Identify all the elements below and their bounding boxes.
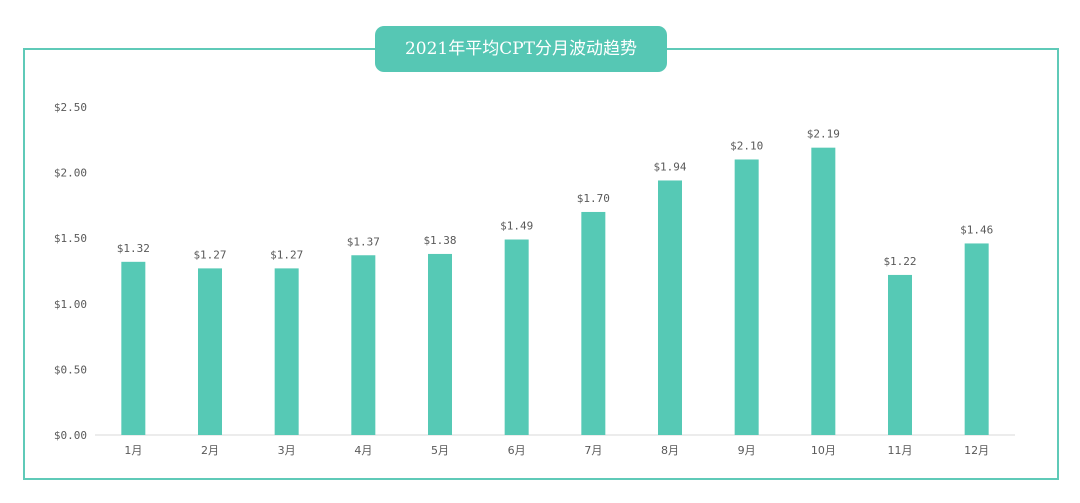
x-tick-label: 3月 bbox=[278, 444, 296, 457]
x-tick-label: 5月 bbox=[431, 444, 449, 457]
bar bbox=[581, 211, 606, 435]
y-tick-label: $0.50 bbox=[54, 363, 87, 376]
bar bbox=[658, 180, 682, 435]
bars bbox=[121, 147, 989, 436]
data-label: $1.32 bbox=[117, 242, 150, 255]
bar bbox=[504, 239, 529, 435]
bar bbox=[428, 253, 452, 435]
x-tick-label: 2月 bbox=[201, 444, 219, 457]
y-tick-label: $2.00 bbox=[54, 167, 87, 180]
data-label: $1.37 bbox=[347, 235, 380, 248]
data-label: $1.94 bbox=[653, 160, 686, 173]
bar bbox=[121, 261, 146, 435]
x-tick-label: 11月 bbox=[888, 444, 913, 457]
data-label: $1.46 bbox=[960, 223, 993, 236]
bar bbox=[198, 268, 222, 435]
bar bbox=[274, 268, 299, 435]
bar bbox=[351, 255, 376, 435]
data-label: $1.27 bbox=[270, 248, 303, 261]
y-tick-label: $1.00 bbox=[54, 298, 87, 311]
x-tick-label: 8月 bbox=[661, 444, 679, 457]
chart-title: 2021年平均CPT分月波动趋势 bbox=[375, 26, 667, 72]
bar bbox=[964, 243, 989, 435]
bar bbox=[811, 147, 836, 435]
bar bbox=[888, 274, 912, 435]
data-label: $1.22 bbox=[883, 255, 916, 268]
data-label: $1.49 bbox=[500, 220, 533, 233]
data-label: $1.38 bbox=[423, 234, 456, 247]
x-tick-label: 9月 bbox=[738, 444, 756, 457]
x-tick-label: 4月 bbox=[354, 444, 372, 457]
y-tick-label: $0.00 bbox=[54, 429, 87, 442]
data-label: $2.19 bbox=[807, 128, 840, 141]
bar bbox=[734, 159, 759, 436]
x-tick-label: 12月 bbox=[964, 444, 989, 457]
x-tick-label: 7月 bbox=[584, 444, 602, 457]
data-labels: $1.32 $1.27 $1.27 $1.37 $1.38 $1.49 $1.70 $1.94… bbox=[117, 128, 993, 268]
x-axis: 1月 2月 3月 4月 5月 6月 7月 8月 9月 10月 11月 12月 bbox=[124, 444, 989, 457]
data-label: $1.27 bbox=[193, 248, 226, 261]
x-tick-label: 6月 bbox=[508, 444, 526, 457]
data-label: $2.10 bbox=[730, 139, 763, 152]
y-tick-label: $2.50 bbox=[54, 101, 87, 114]
y-axis: $0.00 $0.50 $1.00 $1.50 $2.00 $2.50 bbox=[54, 101, 87, 442]
y-tick-label: $1.50 bbox=[54, 232, 87, 245]
x-tick-label: 1月 bbox=[124, 444, 142, 457]
x-tick-label: 10月 bbox=[811, 444, 836, 457]
data-label: $1.70 bbox=[577, 192, 610, 205]
